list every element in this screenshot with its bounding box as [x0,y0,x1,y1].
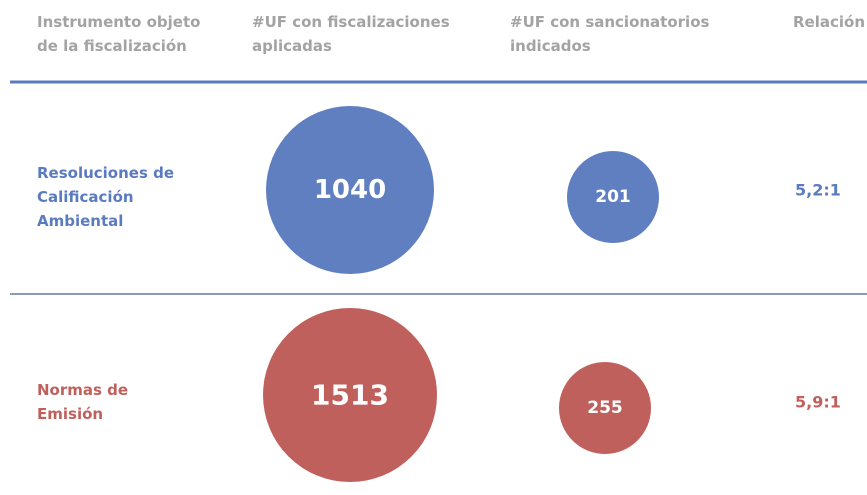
row-label: Resoluciones de [37,164,175,182]
column-header: aplicadas [252,37,332,55]
row-label: Emisión [37,405,104,423]
value-label: 255 [587,398,623,418]
ratio: 5,9:1 [795,392,841,412]
row-label: Normas de [37,381,129,399]
column-header: indicados [510,37,591,55]
value-label: 201 [595,187,631,207]
value-label: 1513 [311,378,389,412]
bubble [567,151,659,243]
bubble [266,106,434,274]
row-label: Ambiental [37,212,124,230]
column-header: #UF con sancionatorios [510,13,710,31]
bubble [559,362,651,454]
column-header: Relación [793,13,866,31]
column-header: de la fiscalización [37,37,187,55]
value-label: 1040 [313,175,387,205]
column-header: #UF con fiscalizaciones [252,13,450,31]
column-header: Instrumento objeto [37,13,201,31]
ratio: 5,2:1 [795,180,841,200]
row-label: Calificación [37,188,134,206]
bubble [263,308,437,482]
